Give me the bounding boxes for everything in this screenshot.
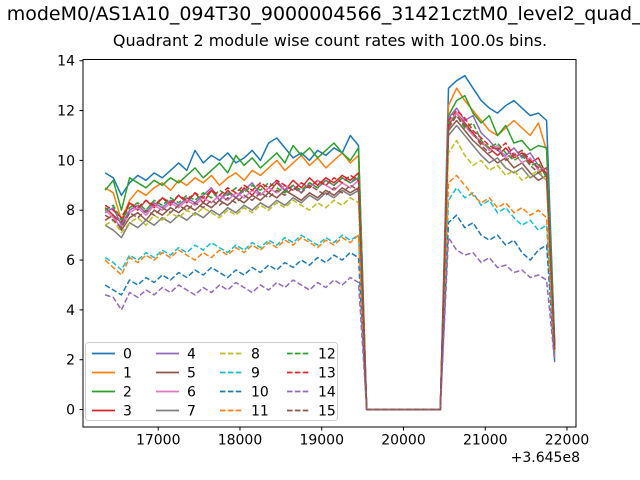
series-line-10 (104, 214, 556, 411)
legend-label-0: 0 (123, 347, 132, 363)
legend-label-10: 10 (251, 385, 269, 401)
y-tick-label-0: 0 (66, 403, 75, 419)
legend-item-2: 2 (92, 385, 132, 401)
legend-item-9: 9 (220, 366, 260, 382)
y-tick-label-2: 2 (66, 353, 75, 369)
legend-label-5: 5 (187, 366, 196, 382)
legend-item-7: 7 (156, 404, 196, 420)
legend-item-3: 3 (92, 404, 132, 420)
legend-item-8: 8 (220, 347, 260, 363)
y-tick-label-6: 6 (66, 253, 75, 269)
axes-frame (82, 59, 577, 428)
legend-item-15: 15 (287, 404, 336, 420)
x-axis-ticks: 17000 18000 19000 20000 21000 22000 (136, 427, 589, 449)
x-tick-label-22000: 22000 (545, 433, 590, 449)
legend-item-12: 12 (287, 347, 336, 363)
series-line-3 (104, 112, 556, 411)
series-line-13 (104, 109, 556, 411)
x-tick-label-21000: 21000 (463, 433, 508, 449)
series-line-0 (104, 74, 556, 411)
legend-label-9: 9 (251, 366, 260, 382)
series-lines (104, 74, 556, 411)
legend-label-4: 4 (187, 347, 196, 363)
legend-label-8: 8 (251, 347, 260, 363)
legend-item-1: 1 (92, 366, 132, 382)
y-tick-label-14: 14 (57, 54, 75, 70)
y-tick-label-4: 4 (66, 303, 75, 319)
y-axis-ticks: 0 2 4 6 8 10 12 14 (57, 54, 83, 419)
legend-label-11: 11 (251, 404, 269, 420)
legend-label-15: 15 (318, 404, 336, 420)
x-tick-label-17000: 17000 (136, 433, 181, 449)
axes-title: Quadrant 2 module wise count rates with … (112, 31, 548, 50)
series-line-9 (104, 187, 556, 411)
y-tick-label-12: 12 (57, 104, 75, 120)
legend-item-14: 14 (287, 385, 336, 401)
legend-label-2: 2 (123, 385, 132, 401)
legend-label-6: 6 (187, 385, 196, 401)
x-axis-offset-label: +3.645e8 (510, 450, 580, 466)
legend-item-0: 0 (92, 347, 132, 363)
x-tick-label-20000: 20000 (381, 433, 426, 449)
legend-label-3: 3 (123, 404, 132, 420)
legend-label-14: 14 (318, 385, 336, 401)
series-line-12 (104, 114, 556, 411)
legend-box (85, 342, 338, 421)
legend-item-10: 10 (220, 385, 269, 401)
legend-item-5: 5 (156, 366, 196, 382)
series-line-6 (104, 112, 556, 411)
legend-label-1: 1 (123, 366, 132, 382)
x-tick-label-18000: 18000 (218, 433, 263, 449)
series-line-2 (104, 94, 556, 411)
legend-item-13: 13 (287, 366, 336, 382)
series-line-14 (104, 236, 556, 411)
series-line-11 (104, 174, 556, 411)
legend-label-12: 12 (318, 347, 336, 363)
legend-label-13: 13 (318, 366, 336, 382)
series-line-5 (104, 119, 556, 411)
legend-item-6: 6 (156, 385, 196, 401)
x-tick-label-19000: 19000 (299, 433, 344, 449)
figure-title: n file: modeM0/AS1A10_094T30_9000004566_… (0, 3, 640, 25)
y-tick-label-8: 8 (66, 203, 75, 219)
legend-item-11: 11 (220, 404, 269, 420)
legend-item-4: 4 (156, 347, 196, 363)
y-tick-label-10: 10 (57, 153, 75, 169)
legend-label-7: 7 (187, 404, 196, 420)
series-line-15 (104, 114, 556, 411)
series-line-8 (104, 139, 556, 411)
